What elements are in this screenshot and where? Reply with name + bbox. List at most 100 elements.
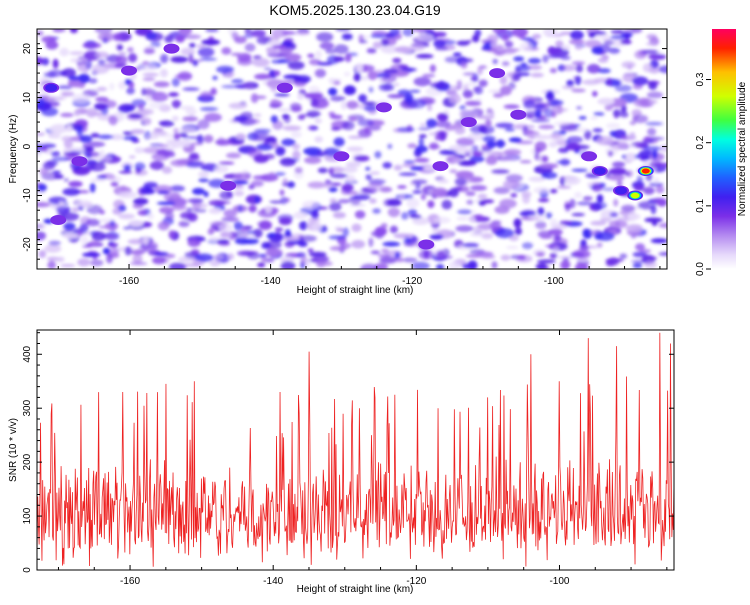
spectrogram-blob [482,135,496,142]
spectrogram-blob [172,56,179,61]
spectrogram-blob [341,33,353,41]
spectrogram-blob [566,79,574,87]
y-tick-label: 300 [22,399,33,416]
spectrogram-blob [317,62,333,66]
spectrogram-blob [341,242,352,249]
spectrogram-blob [624,32,630,41]
spectrogram-blob [227,253,235,260]
spectrogram-blob [587,182,593,188]
spectrogram-blob [658,251,667,256]
spectrogram-blob [118,204,127,212]
spectrogram-blob [183,263,201,268]
spectrogram-blob [42,161,56,170]
spectrogram-blob [143,48,156,55]
spectrogram-blob [343,85,356,96]
spectrogram-peaks [43,43,654,250]
spectrogram-blob [348,116,358,122]
spectrogram-blob [244,43,256,52]
spectrogram-blob [358,94,367,103]
spectrogram-blob [575,46,583,50]
spectrogram-blob [584,39,602,48]
spectrogram-blob [107,175,116,181]
spectrogram-blob [574,263,589,269]
spectrogram-blob [41,147,48,152]
spectrogram-blob [519,42,534,52]
spectrogram-blob [233,115,249,122]
spectrogram-blob [620,111,629,118]
spectrogram-blob [62,233,79,239]
spectrogram-blob [347,135,364,139]
spectrogram-blob [603,39,615,46]
spectrogram-blob [293,211,308,220]
spectrogram-blob [500,49,517,55]
spectrogram-blob [299,221,308,231]
spectrogram-blob [599,216,611,221]
spectrogram-blob [217,239,230,245]
spectrogram-blob [522,37,536,42]
spectrogram-blob [369,33,388,39]
spectrogram-blob [79,223,89,234]
x-tick-label: -120 [406,576,426,587]
spectrogram-blob [281,30,296,35]
spectrogram-blob [643,260,658,269]
spectrogram-blob [157,190,170,195]
spectrogram-blob [435,120,452,128]
spectrogram-blob [452,157,462,164]
spectrogram-blob [52,29,67,33]
spectrogram-blob [269,200,284,204]
spectrogram-blob [46,256,60,262]
colorbar-tick-label: 0.3 [695,72,706,86]
spectrogram-blob [436,250,446,260]
spectrogram-blob [223,209,238,218]
spectrogram-blob [106,253,113,264]
spectrogram-blob [208,208,222,214]
spectrogram-blob [330,166,345,173]
spectrogram-blob [497,151,516,155]
spectrogram-blob [340,101,347,110]
spectrogram-blob [132,254,143,264]
spectrogram-blob [334,226,343,230]
spectrogram-blob [642,255,658,262]
spectrogram-blob [359,39,368,44]
spectrogram-blob [292,150,301,160]
spectrogram-blob [517,255,527,260]
spectrogram-blob [244,29,252,35]
spectrogram-blob [556,255,575,259]
spectrogram-blob [52,58,59,69]
spectrogram-blob [456,79,463,90]
spectrogram-blob [572,249,591,259]
spectrogram-blob [307,248,314,253]
y-tick-label: -20 [22,237,33,252]
spectrogram-peak [630,192,640,199]
spectrogram-blob [513,56,525,62]
spectrogram-blob [495,228,515,239]
spectrogram-blob [268,232,277,237]
spectrogram-blob [294,167,303,174]
spectrogram-blob [169,185,185,192]
spectrogram-blob [203,191,209,198]
spectrogram-blob [591,183,603,192]
spectrogram-blob [150,41,161,48]
spectrogram-blob [164,212,175,220]
spectrogram-blob [456,40,470,46]
spectrogram-blob [153,81,170,88]
spectrogram-blob [82,252,101,257]
spectrogram-blob [477,66,483,76]
snr-ylabel: SNR (10 * v/v) [8,418,19,482]
spectrogram-blob [357,118,375,127]
spectrogram-blob [128,220,144,227]
spectrogram-blob [129,135,138,142]
spectrogram-blob [561,85,576,90]
spectrogram-blob [219,190,234,200]
spectrogram-blob [117,104,131,114]
spectrogram-blob [51,156,70,162]
spectrogram-blob [86,204,103,215]
spectrogram-blob [220,231,231,238]
spectrogram-blob [198,178,209,183]
spectrogram-blob [401,163,417,168]
spectrogram-blob [393,233,413,239]
spectrogram-blob [433,216,451,224]
spectrogram-blob [298,241,308,247]
spectrogram-blob [530,72,544,78]
spectrogram-blob [522,194,531,204]
